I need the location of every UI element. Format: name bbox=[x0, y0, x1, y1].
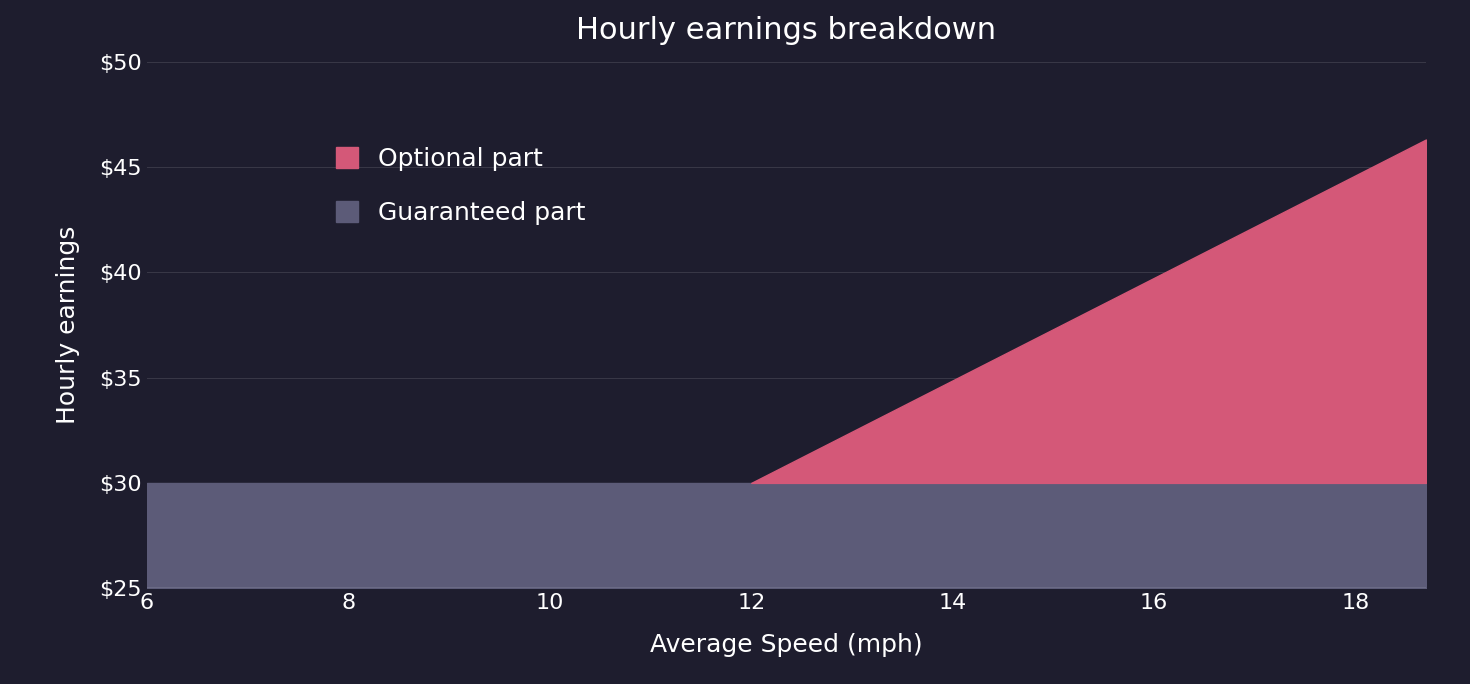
Y-axis label: Hourly earnings: Hourly earnings bbox=[56, 226, 79, 424]
Title: Hourly earnings breakdown: Hourly earnings breakdown bbox=[576, 16, 997, 45]
X-axis label: Average Speed (mph): Average Speed (mph) bbox=[650, 633, 923, 657]
Legend: Optional part, Guaranteed part: Optional part, Guaranteed part bbox=[326, 137, 595, 235]
